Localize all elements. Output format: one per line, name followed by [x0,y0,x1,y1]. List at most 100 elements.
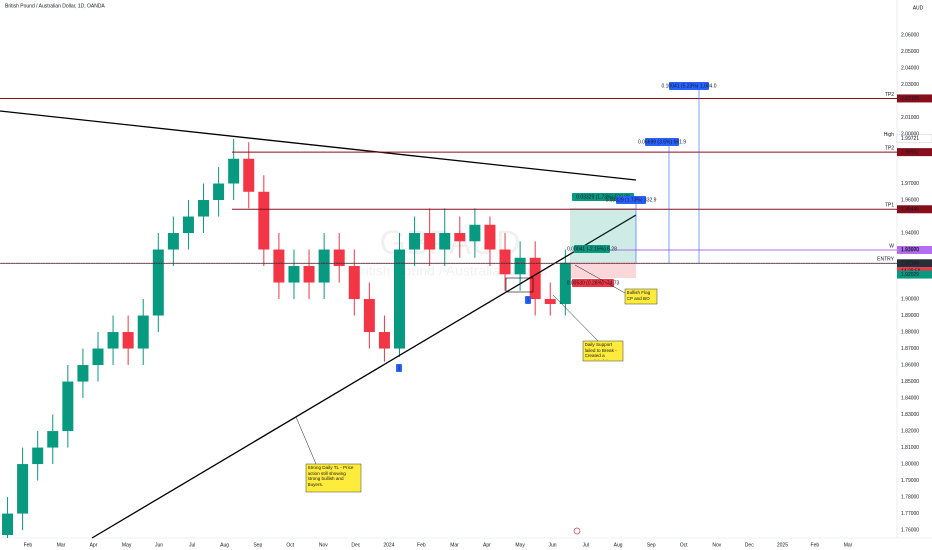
y-tick-label: 1.84000 [901,395,919,401]
marker [525,296,531,304]
level-price-box [897,148,932,157]
x-tick-label: Oct [680,542,688,548]
level-price-box [896,134,932,143]
trendline [91,214,637,539]
label-box [669,82,709,90]
y-tick-label: 2.06000 [901,32,919,38]
label-text: 0.03329 (1.73%) 332.9 [606,197,657,203]
level-name: TP2 [885,92,894,98]
candle-body [273,249,285,283]
candle-body [47,431,59,448]
y-tick-label: 1.85000 [901,379,919,385]
note-text: Strong Daily TL - Price action still sho… [307,465,354,487]
candle-body [92,348,104,366]
y-tick-label: 2.00000 [901,131,919,137]
note-box [582,340,624,362]
candle-body [17,464,29,514]
note-box [305,463,362,493]
y-tick-label: 1.87000 [901,346,919,352]
candle-body [107,332,119,349]
y-tick-label: 2.04000 [901,65,919,71]
candle-body [213,183,225,201]
x-tick-label: Nov [712,542,721,548]
target-zone [570,208,636,262]
candle-body [529,257,541,300]
chart-title: British Pound / Australian Dollar, 1D, O… [5,3,105,9]
y-tick-label: 1.93000 [901,247,919,253]
x-tick-label: Dec [745,542,754,548]
y-tick-label: 1.78000 [901,494,919,500]
y-tick-label: 1.80000 [901,461,919,467]
label-text: 0.00530 (0.28%) -74.73 [567,280,620,286]
label-box [645,138,679,146]
y-tick-label: 1.86000 [901,362,919,368]
x-tick-label: Aug [220,542,229,548]
candles [2,138,571,538]
x-tick-label: Oct [286,542,294,548]
label-text: 0.00041 (-2.15%) 6.28 [567,246,617,252]
candle-body [152,249,164,316]
y-tick-label: 1.83000 [901,412,919,418]
candle-body [424,233,436,250]
candle-body [514,257,526,275]
level-name: TP1 [885,203,894,209]
level-name: W [889,243,894,249]
y-tick-label: 1.77000 [901,511,919,517]
candle-body [182,216,194,234]
trendline [0,110,637,181]
y-tick-label: 1.97000 [901,181,919,187]
level-price: 1.92166 [901,261,919,267]
y-tick-label: 1.96000 [901,197,919,203]
x-tick-label: May [515,542,525,548]
candle-body [167,233,179,250]
y-tick-label: 1.81000 [901,445,919,451]
level-price: 2.02155 [901,96,919,102]
x-tick-label: Apr [90,542,98,548]
y-tick-label: 1.90000 [901,296,919,302]
candle-body [378,332,390,349]
level-price-box [897,246,932,255]
x-tick-label: May [122,542,132,548]
candle-body [348,266,360,300]
y-tick-label: 1.88000 [901,329,919,335]
candle-body [469,224,481,242]
note: Bullish Flag CP and BO [626,290,651,301]
x-tick-label: Jun [155,542,163,548]
note-text: Daily Support failed to Break - Created … [584,342,618,360]
x-tick-label: Sep [253,542,262,548]
label-box [574,245,610,253]
x-tick-label: Nov [319,542,328,548]
x-tick-label: 2025 [777,542,788,548]
level-price-box [897,94,932,103]
y-tick-label: 2.05000 [901,49,919,55]
level-name: High [884,132,895,138]
y-tick-label: 2.01000 [901,115,919,121]
x-tick-label: Feb [24,542,33,548]
candle-body [258,191,270,250]
x-tick-label: Feb [417,542,426,548]
level-price-box [897,259,932,268]
candle-body [439,233,451,250]
stop-zone [570,262,636,278]
note: Strong Daily TL - Price action still sho… [307,465,354,487]
x-tick-label: Jul [582,542,588,548]
y-tick-label: 1.79000 [901,478,919,484]
y-tick-label: 1.94000 [901,230,919,236]
note: Daily Support failed to Break - Created … [584,342,618,360]
note-pointer [552,294,599,342]
candle-body [499,249,511,275]
x-tick-label: Mar [450,542,459,548]
note-box [624,288,658,305]
x-tick-label: Mar [844,542,853,548]
candle-body [409,233,421,250]
y-tick-label: 1.89000 [901,313,919,319]
note-pointer [295,416,317,465]
candle-body [198,200,210,217]
level-price: 1.98902 [901,149,919,155]
candle-body [454,233,466,242]
note-text: Bullish Flag CP and BO [626,290,651,301]
label-box [616,196,646,204]
label-text: 0.03329 (1.73%) 599.88 [576,194,630,200]
candle-body [137,315,149,349]
candle-body [2,513,14,536]
